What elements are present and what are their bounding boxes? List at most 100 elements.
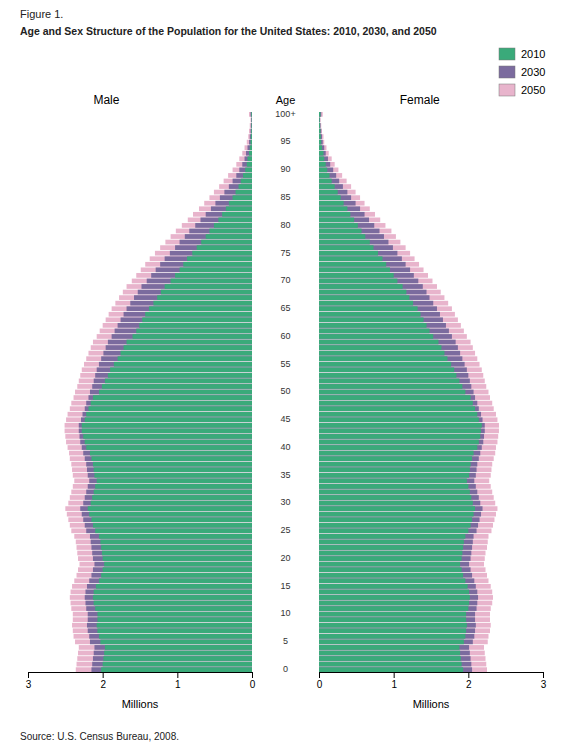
bar <box>319 301 448 306</box>
bar <box>100 540 252 545</box>
bar <box>106 317 252 322</box>
bar <box>319 190 347 195</box>
bar <box>319 173 336 178</box>
bar <box>319 112 320 117</box>
bar <box>319 573 487 578</box>
bar <box>319 373 483 378</box>
bar-series <box>319 112 499 672</box>
bar <box>74 534 252 539</box>
source-note: Source: U.S. Census Bureau, 2008. <box>20 731 179 742</box>
tick: 3 <box>541 672 547 690</box>
bar <box>87 623 252 628</box>
bar <box>319 151 323 156</box>
bar <box>114 362 252 367</box>
bar <box>68 517 252 522</box>
bar <box>250 145 252 150</box>
bar <box>319 506 483 511</box>
bar <box>319 123 320 128</box>
bar <box>319 284 437 289</box>
bar <box>319 401 473 406</box>
bar <box>319 206 370 211</box>
bar <box>65 429 252 434</box>
bar <box>71 490 252 495</box>
bar <box>319 245 374 250</box>
bar <box>88 506 252 511</box>
tick-mark <box>177 672 178 678</box>
bar <box>175 245 252 250</box>
bar <box>251 134 252 139</box>
bar <box>319 179 347 184</box>
bar <box>319 484 468 489</box>
bar <box>319 290 406 295</box>
bar <box>90 640 252 645</box>
bar <box>82 423 252 428</box>
bar <box>94 467 252 472</box>
bar <box>319 656 471 661</box>
bar <box>319 401 477 406</box>
bar <box>319 578 465 583</box>
bar <box>91 545 252 550</box>
bar <box>88 484 252 489</box>
bar <box>248 134 252 139</box>
bar <box>100 640 252 645</box>
bar <box>319 279 432 284</box>
bar <box>79 429 252 434</box>
bar <box>319 190 338 195</box>
bar <box>68 412 252 417</box>
bar <box>319 417 497 422</box>
bar <box>319 651 470 656</box>
bar <box>112 334 252 339</box>
bar <box>319 590 469 595</box>
bar <box>319 284 403 289</box>
bar <box>171 234 252 239</box>
bar <box>94 651 252 656</box>
bar <box>90 534 252 539</box>
legend-item: 2030 <box>499 66 545 78</box>
bar <box>319 440 497 445</box>
bar <box>319 317 458 322</box>
bar <box>319 429 481 434</box>
bar <box>319 551 462 556</box>
bar <box>319 284 423 289</box>
bar <box>233 179 252 184</box>
bar <box>89 478 252 483</box>
bar <box>319 445 482 450</box>
bar <box>86 445 252 450</box>
bar <box>215 201 252 206</box>
bar <box>78 567 252 572</box>
tick-label: 1 <box>175 679 181 690</box>
bar <box>245 145 252 150</box>
panel-title: Male <box>93 93 119 107</box>
bar <box>85 495 252 500</box>
bar <box>77 545 252 550</box>
bar <box>250 134 252 139</box>
age-label: 20 <box>280 553 290 563</box>
bar <box>319 345 473 350</box>
bar <box>319 223 374 228</box>
bar <box>319 379 459 384</box>
bar <box>85 601 252 606</box>
bar <box>251 129 252 134</box>
bar <box>91 401 252 406</box>
bar <box>319 201 365 206</box>
bar <box>71 528 252 533</box>
bar <box>319 134 321 139</box>
bar <box>319 373 456 378</box>
bar <box>319 490 492 495</box>
legend-label: 2010 <box>521 48 545 60</box>
bar <box>319 212 365 217</box>
bar <box>319 640 488 645</box>
bar <box>319 256 382 261</box>
bar <box>319 329 430 334</box>
bar <box>74 634 252 639</box>
bar <box>319 501 473 506</box>
bar <box>86 412 252 417</box>
bar <box>160 262 252 267</box>
title: Age and Sex Structure of the Population … <box>20 25 437 37</box>
bar <box>85 523 252 528</box>
bar <box>251 129 252 134</box>
bar <box>319 562 484 567</box>
bar <box>319 495 479 500</box>
bar <box>319 484 476 489</box>
bar <box>88 617 252 622</box>
